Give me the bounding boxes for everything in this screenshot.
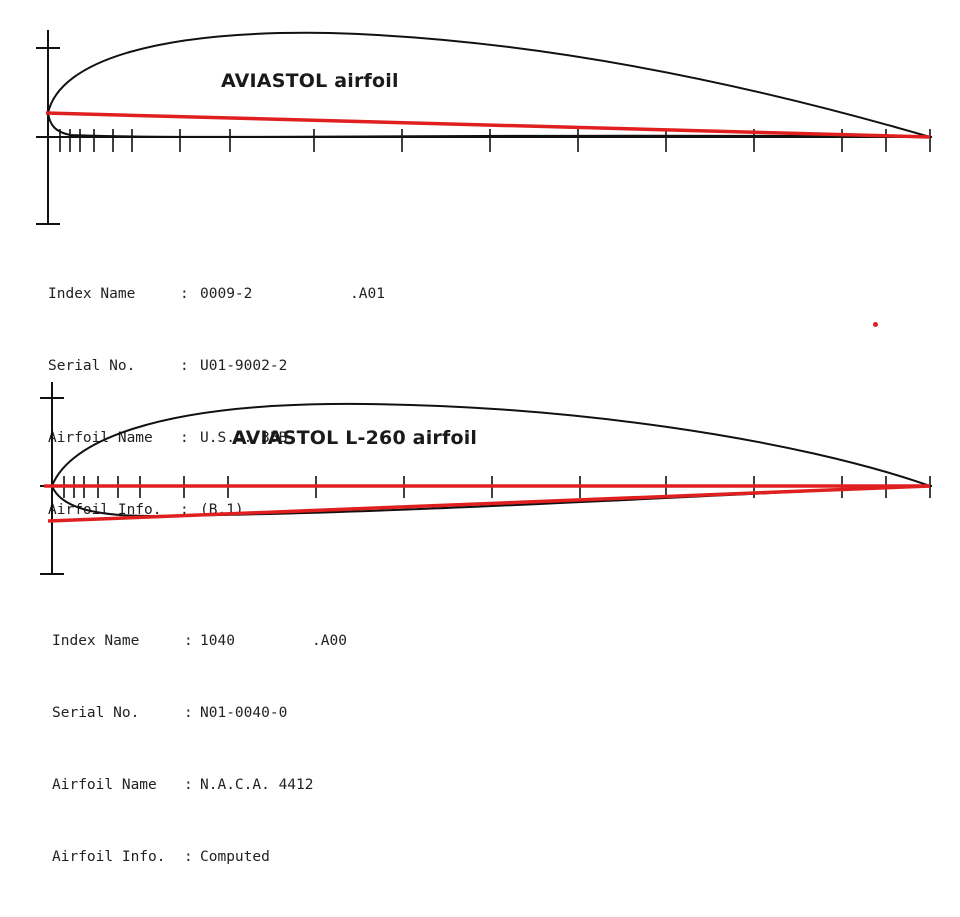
info-row-index: Index Name:1040 .A00 <box>52 629 347 653</box>
info-row-name: Airfoil Name: N.A.C.A. 4412 <box>52 773 347 797</box>
axis-ticks <box>59 129 931 152</box>
airfoil-title: AVIASTOL L-260 airfoil <box>232 427 478 449</box>
info-label: Index Name <box>52 633 140 649</box>
info-value: 1040 <box>200 633 235 649</box>
info-value: U01-9002-2 <box>200 358 288 374</box>
info-label: Index Name <box>48 286 136 302</box>
info-label: Airfoil Info. <box>48 502 162 518</box>
info-value: U.S.A. 35B <box>200 430 288 446</box>
airfoil-info-block: Index Name:1040 .A00 Serial No.: N01-0040-… <box>52 581 347 917</box>
airfoil-info-block: Index Name:0009-2 .A01 Serial No.: U01-900… <box>48 234 385 570</box>
info-value: N.A.C.A. 4412 <box>200 777 314 793</box>
airfoil-title: AVIASTOL airfoil <box>221 70 399 92</box>
info-label: Airfoil Info. <box>52 849 166 865</box>
chord-line-lower <box>47 484 931 523</box>
info-extension: .A01 <box>350 286 385 302</box>
info-row-serial: Serial No.: U01-9002-2 <box>48 354 385 378</box>
airfoil-panel-1: AVIASTOL airfoil Index Name:0009-2 .A01 S… <box>0 0 960 518</box>
info-value: N01-0040-0 <box>200 705 288 721</box>
airfoil-outline <box>50 402 931 518</box>
chord-line <box>45 111 931 139</box>
info-row-info: Airfoil Info.: Computed <box>52 845 347 869</box>
info-label: Serial No. <box>48 358 136 374</box>
info-label: Airfoil Name <box>48 430 153 446</box>
info-label: Airfoil Name <box>52 777 157 793</box>
info-value: 0009-2 <box>200 286 253 302</box>
info-row-serial: Serial No.: N01-0040-0 <box>52 701 347 725</box>
airfoil-plot-1 <box>36 30 932 225</box>
airfoil-panel-2: AVIASTOL L-260 airfoil Index Name:1040 .A… <box>0 370 960 865</box>
info-value: Computed <box>200 849 270 865</box>
info-label: Serial No. <box>52 705 140 721</box>
info-row-index: Index Name:0009-2 .A01 <box>48 282 385 306</box>
info-row-name: Airfoil Name: U.S.A. 35B <box>48 426 385 450</box>
airfoil-plot-2 <box>40 382 932 575</box>
airfoil-outline <box>46 31 931 138</box>
red-dot-marker <box>873 322 878 327</box>
info-extension: .A00 <box>312 633 347 649</box>
